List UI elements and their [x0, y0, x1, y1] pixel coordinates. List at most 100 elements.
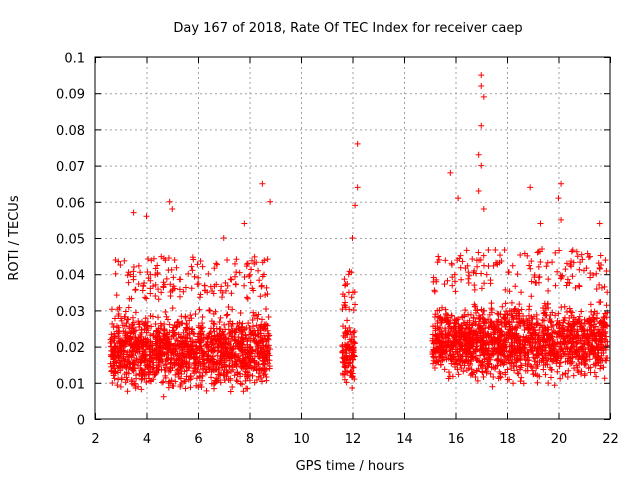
data-point [216, 319, 223, 326]
data-point [485, 263, 492, 270]
data-point [596, 333, 603, 340]
data-point [500, 351, 507, 358]
data-point [116, 344, 123, 351]
data-point [601, 283, 608, 290]
data-point [117, 351, 124, 358]
data-point [231, 352, 238, 359]
data-point [478, 72, 485, 79]
data-point [513, 313, 520, 320]
data-point [562, 358, 569, 365]
data-point [348, 367, 355, 374]
data-point [257, 374, 264, 381]
data-point [495, 334, 502, 341]
data-point [266, 365, 273, 372]
data-point [223, 287, 230, 294]
data-point [474, 263, 481, 270]
data-point [506, 326, 513, 333]
data-point [168, 356, 175, 363]
axis-ticks: 2 4 6 8 10 12 14 16 18 20 22 0 0.01 0.02 0.03 0.04 0.05 0… [56, 52, 619, 448]
data-point [126, 295, 133, 302]
data-point [341, 376, 348, 383]
data-point [207, 283, 214, 290]
data-point [114, 340, 121, 347]
data-point [152, 320, 159, 327]
data-point [218, 361, 225, 368]
data-point [248, 266, 255, 273]
data-point [489, 348, 496, 355]
data-point [151, 372, 158, 379]
data-point [539, 337, 546, 344]
data-point [480, 262, 487, 269]
data-point [232, 280, 239, 287]
data-point [250, 323, 257, 330]
data-point [145, 368, 152, 375]
data-point [341, 302, 348, 309]
data-point [508, 334, 515, 341]
data-point [480, 252, 487, 259]
data-point [466, 317, 473, 324]
data-point [480, 206, 487, 213]
data-point [253, 366, 260, 373]
data-point [251, 337, 258, 344]
y-tick-label: 0.01 [56, 377, 85, 392]
data-point [517, 340, 524, 347]
data-point [130, 324, 137, 331]
data-point [533, 279, 540, 286]
data-point [160, 393, 167, 400]
data-point [478, 162, 485, 169]
data-point [197, 258, 204, 265]
data-point [581, 316, 588, 323]
data-point [548, 374, 555, 381]
data-point [556, 363, 563, 370]
data-point [495, 349, 502, 356]
data-point [124, 388, 131, 395]
data-point [349, 235, 356, 241]
data-point [483, 344, 490, 351]
data-point [108, 335, 115, 342]
y-tick-label: 0.1 [64, 52, 85, 67]
data-point [350, 306, 357, 313]
data-point [556, 325, 563, 332]
data-point [499, 346, 506, 353]
data-point [231, 336, 238, 343]
data-point [495, 321, 502, 328]
data-point [123, 351, 130, 358]
data-point [436, 326, 443, 333]
data-point [574, 328, 581, 335]
data-point [541, 324, 548, 331]
data-point [111, 349, 118, 356]
data-point [521, 351, 528, 358]
data-point [187, 376, 194, 383]
x-tick-label: 6 [194, 432, 202, 447]
data-point [267, 198, 274, 205]
data-point [342, 299, 349, 306]
data-point [563, 260, 570, 267]
data-point [216, 371, 223, 378]
data-point [454, 351, 461, 358]
data-point [253, 322, 260, 329]
data-point [587, 319, 594, 326]
data-point [247, 357, 254, 364]
data-point [473, 343, 480, 350]
data-point [557, 275, 564, 282]
data-point [505, 269, 512, 276]
data-point [560, 328, 567, 335]
data-point [133, 355, 140, 362]
data-points [107, 72, 611, 400]
x-tick-label: 4 [143, 432, 151, 447]
data-point [507, 329, 514, 336]
data-point [175, 366, 182, 373]
data-point [550, 339, 557, 346]
data-point [227, 276, 234, 283]
data-point [117, 383, 124, 390]
data-point [231, 273, 238, 280]
data-point [340, 323, 347, 330]
data-point [150, 283, 157, 290]
data-point [214, 261, 221, 268]
data-point [233, 256, 240, 263]
data-point [146, 342, 153, 349]
data-point [573, 340, 580, 347]
data-point [254, 315, 261, 322]
data-point [466, 272, 473, 279]
data-point [520, 380, 527, 387]
